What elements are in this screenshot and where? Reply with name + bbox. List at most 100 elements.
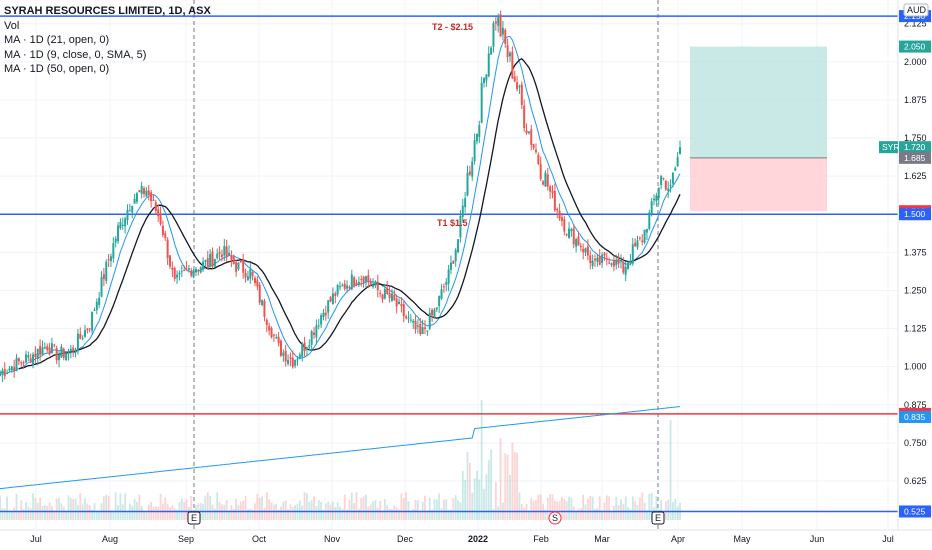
candle-body	[428, 312, 431, 329]
candle-body	[624, 266, 627, 275]
volume-bar	[315, 505, 318, 520]
volume-bar	[610, 511, 613, 520]
candle-body	[395, 298, 398, 307]
volume-bar	[154, 506, 157, 520]
candle-body	[452, 260, 455, 264]
earnings-marker[interactable]	[651, 511, 665, 525]
volume-bar	[237, 504, 240, 520]
volume-bar	[6, 496, 8, 520]
volume-bar	[22, 509, 25, 520]
time-tick-label: Mar	[594, 534, 610, 544]
volume-bar	[98, 511, 101, 520]
legend-volume[interactable]: Vol	[4, 19, 20, 32]
volume-bar	[284, 500, 287, 520]
candle-body	[636, 240, 639, 248]
time-tick-label: 2022	[468, 534, 488, 544]
profit-zone[interactable]	[690, 46, 827, 158]
volume-bar	[43, 505, 46, 520]
volume-bar	[211, 504, 214, 520]
volume-bar	[303, 492, 306, 520]
candle-body	[74, 349, 77, 352]
volume-bar	[301, 505, 304, 520]
volume-bar	[84, 498, 86, 520]
volume-bar	[74, 498, 77, 520]
candle-body	[577, 236, 580, 246]
volume-bar	[79, 492, 82, 520]
candle-body	[641, 240, 644, 243]
candle-body	[313, 332, 316, 335]
symbol-title[interactable]: SYRAH RESOURCES LIMITED, 1D, ASX	[4, 5, 211, 17]
price-tag[interactable]	[899, 40, 931, 53]
volume-bar	[8, 510, 11, 520]
candle-body	[353, 277, 356, 286]
time-tick-label: Feb	[533, 534, 549, 544]
legend-ma50[interactable]: MA · 1D (50, open, 0)	[4, 63, 110, 75]
candle-body	[34, 353, 37, 357]
candle-body	[362, 276, 365, 283]
loss-zone[interactable]	[690, 157, 827, 212]
candle-body	[610, 263, 613, 265]
candle-body	[506, 45, 509, 58]
price-tag[interactable]	[899, 151, 931, 164]
volume-bar	[646, 510, 648, 520]
price-tag[interactable]	[899, 410, 931, 423]
candle-body	[386, 288, 389, 295]
volume-bar	[440, 508, 443, 520]
position-tool[interactable]	[690, 46, 827, 212]
volume-bar	[660, 499, 663, 520]
volume-bar	[32, 493, 34, 520]
candle-body	[235, 262, 238, 272]
legend-ma9[interactable]: MA · 1D (9, close, 0, SMA, 5)	[4, 48, 147, 61]
candle-body	[27, 355, 30, 358]
legend-ma21[interactable]: MA · 1D (21, open, 0)	[4, 34, 110, 46]
price-axis[interactable]: 2.125 2.000 1.875 1.750 1.625 1.500 1.375 1.250…	[879, 0, 932, 530]
volume-bar	[386, 505, 389, 520]
volume-bar	[629, 509, 632, 520]
volume-bar	[145, 510, 148, 520]
time-axis[interactable]: Jul Aug Sep Oct Nov Dec 2022 Feb Mar Apr May Jun Jul	[0, 529, 932, 544]
currency-badge[interactable]	[903, 3, 929, 17]
candle-body	[485, 74, 488, 81]
volume-bar	[535, 499, 537, 520]
volume-bar	[67, 495, 70, 520]
candle-body	[596, 257, 599, 262]
time-tick-label: Sep	[178, 534, 194, 544]
candle-body	[225, 246, 228, 257]
volume-bar	[499, 438, 502, 520]
volume-bar	[41, 505, 44, 520]
candle-body	[190, 270, 193, 276]
candle-body	[79, 333, 82, 339]
candle-body	[246, 276, 249, 280]
volume-bar	[395, 507, 398, 520]
candle-body	[367, 275, 370, 282]
volume-bar	[572, 506, 575, 520]
candle-body	[65, 353, 68, 361]
price-tag[interactable]	[899, 141, 931, 154]
volume-bar	[676, 506, 679, 520]
volume-bar	[322, 509, 325, 520]
price-tag[interactable]	[899, 505, 931, 518]
symbol-badge[interactable]	[879, 141, 898, 154]
volume-bar	[334, 506, 337, 520]
candle-body	[185, 268, 188, 270]
candle-body	[627, 262, 630, 270]
earnings-marker[interactable]	[187, 511, 201, 525]
candle-body	[657, 187, 660, 198]
volume-bar	[589, 496, 592, 520]
split-marker[interactable]	[548, 511, 562, 525]
level-annotation: T1 $1.5	[437, 218, 468, 228]
candle-body	[589, 255, 592, 264]
volume-bar	[173, 508, 176, 520]
volume-bar	[3, 508, 6, 520]
candle-body	[305, 347, 308, 350]
candle-body	[572, 228, 575, 245]
candle-body	[100, 276, 103, 297]
volume-bar	[561, 496, 563, 520]
volume-bar	[317, 500, 320, 520]
volume-bar	[563, 498, 566, 520]
candle-body	[216, 253, 219, 259]
volume-bar	[617, 505, 620, 520]
price-tag[interactable]	[899, 208, 931, 221]
